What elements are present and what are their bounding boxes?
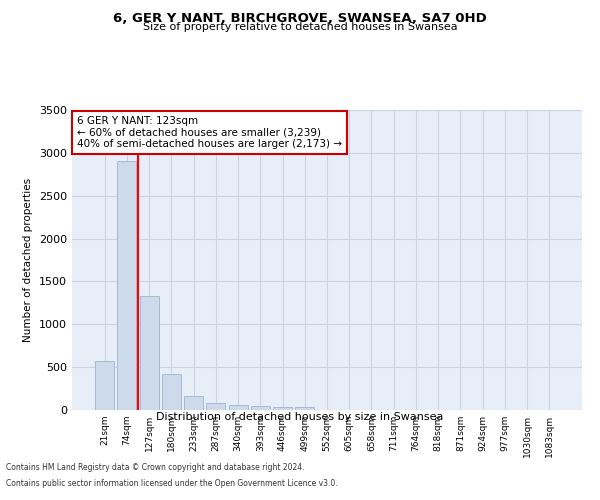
Bar (206, 403, 225, 410)
Text: 6, GER Y NANT, BIRCHGROVE, SWANSEA, SA7 0HD: 6, GER Y NANT, BIRCHGROVE, SWANSEA, SA7 … (113, 12, 487, 26)
Text: Distribution of detached houses by size in Swansea: Distribution of detached houses by size … (157, 412, 443, 422)
Bar (95, 361, 114, 410)
Text: 6 GER Y NANT: 123sqm
← 60% of detached houses are smaller (3,239)
40% of semi-de: 6 GER Y NANT: 123sqm ← 60% of detached h… (77, 116, 342, 149)
Y-axis label: Number of detached properties: Number of detached properties (23, 178, 34, 342)
Bar (229, 406, 248, 410)
Bar (295, 408, 314, 410)
Bar (140, 296, 158, 410)
Text: Contains public sector information licensed under the Open Government Licence v3: Contains public sector information licen… (6, 478, 338, 488)
Bar (162, 374, 181, 410)
Bar (118, 162, 136, 410)
Text: Contains HM Land Registry data © Crown copyright and database right 2024.: Contains HM Land Registry data © Crown c… (6, 464, 305, 472)
Bar (273, 406, 292, 410)
Bar (251, 406, 270, 410)
Bar (184, 396, 203, 410)
Text: Size of property relative to detached houses in Swansea: Size of property relative to detached ho… (143, 22, 457, 32)
